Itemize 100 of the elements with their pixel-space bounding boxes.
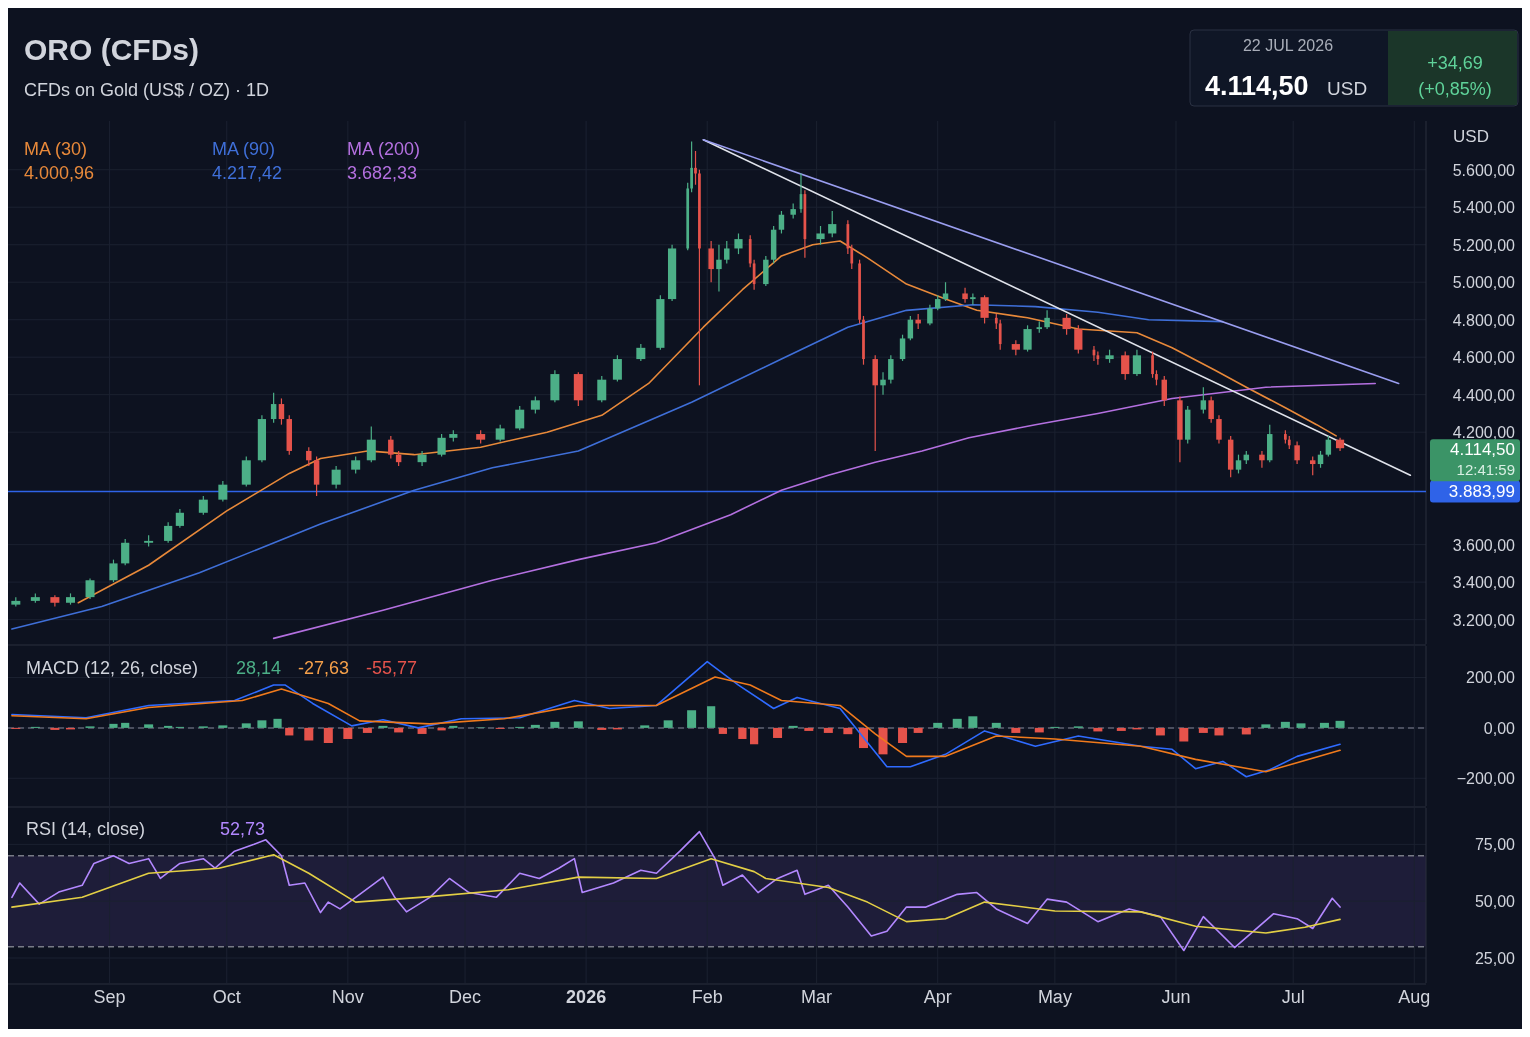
- x-tick-label: 2026: [566, 987, 607, 1007]
- line-series: [272, 382, 1377, 640]
- bar: [449, 725, 458, 728]
- bar: [718, 727, 727, 734]
- annotation: -27,63: [298, 658, 350, 678]
- bar: [788, 725, 798, 728]
- text: MA (200): [347, 139, 421, 159]
- annotation: 3.682,33: [347, 163, 418, 183]
- bar: [144, 724, 154, 728]
- x-tick-label: Jul: [1281, 987, 1305, 1007]
- bar: [530, 724, 540, 728]
- y-tick-label: 3.600,00: [1452, 536, 1516, 554]
- bar: [378, 725, 388, 728]
- y-tick-label: 3.200,00: [1452, 611, 1516, 629]
- y-tick-label: 200,00: [1466, 669, 1516, 687]
- candlestick: [1309, 455, 1316, 476]
- text: RSI (14, close): [26, 819, 146, 839]
- bar: [273, 718, 282, 728]
- candlestick: [708, 240, 714, 283]
- candlestick: [1062, 313, 1071, 336]
- text: USD: [1327, 78, 1368, 99]
- bar: [750, 727, 759, 745]
- bar: [738, 727, 747, 739]
- x-tick-label: Oct: [212, 987, 241, 1007]
- bar: [1241, 727, 1251, 735]
- bar: [1116, 727, 1126, 731]
- candlestick: [1325, 435, 1332, 458]
- y-tick-label: −200,00: [1456, 770, 1516, 788]
- text: MA (90): [212, 139, 276, 159]
- line-series: [11, 660, 1341, 778]
- bar: [218, 725, 228, 728]
- annotation: 4.217,42: [212, 163, 283, 183]
- candlestick: [778, 210, 785, 235]
- candlestick: [888, 354, 894, 385]
- candlestick: [1044, 309, 1050, 330]
- bar: [323, 727, 333, 744]
- candlestick: [724, 240, 730, 265]
- bar: [1011, 727, 1021, 733]
- candlestick: [734, 232, 743, 255]
- bar: [1155, 727, 1165, 736]
- candlestick: [962, 287, 968, 304]
- y-tick-label: 4.400,00: [1452, 386, 1516, 404]
- candlestick: [1200, 386, 1207, 415]
- x-tick-label: Mar: [801, 987, 833, 1007]
- bar: [843, 727, 853, 735]
- x-tick-label: Feb: [691, 987, 723, 1007]
- line-series: [11, 676, 1341, 773]
- candlestick: [1121, 350, 1130, 381]
- candlestick: [1074, 324, 1083, 355]
- bar: [1319, 722, 1329, 728]
- candlestick: [437, 433, 446, 458]
- bar: [241, 723, 251, 728]
- annotation: 52,73: [220, 819, 266, 839]
- chart-subtitle: CFDs on Gold (US$ / OZ) · 1D: [24, 80, 270, 100]
- y-tick-label: 5.400,00: [1452, 199, 1516, 217]
- text: MACD (12, 26, close): [26, 658, 199, 678]
- bar: [1198, 727, 1208, 733]
- line-series: [77, 240, 1337, 604]
- x-tick-label: Dec: [449, 987, 482, 1007]
- y-tick-label: 75,00: [1474, 836, 1516, 854]
- bar: [878, 727, 888, 755]
- bar: [1280, 721, 1290, 728]
- x-tick-label: Apr: [923, 987, 952, 1007]
- bar: [1261, 724, 1271, 728]
- candlestick: [980, 294, 989, 325]
- candlestick: [1023, 324, 1032, 353]
- bar: [597, 727, 607, 730]
- bar: [573, 721, 583, 728]
- y-tick-label: 5.000,00: [1452, 274, 1516, 292]
- candlestick: [1216, 414, 1222, 445]
- bar: [550, 721, 560, 728]
- annotation: 28,14: [236, 658, 282, 678]
- bar: [773, 727, 783, 738]
- y-tick-label: 4.800,00: [1452, 311, 1516, 329]
- candlestick: [942, 281, 949, 302]
- bar: [1179, 727, 1189, 742]
- bar: [898, 727, 908, 744]
- bar: [109, 723, 118, 728]
- candlestick: [816, 225, 825, 246]
- text: 4.114,50: [1450, 440, 1515, 460]
- candlestick: [175, 508, 184, 529]
- x-tick-label: Sep: [93, 987, 126, 1007]
- candlestick: [388, 435, 394, 460]
- text: (+0,85%): [1418, 79, 1492, 99]
- candlestick: [306, 446, 312, 467]
- text: 4.114,50: [1205, 71, 1309, 101]
- candlestick: [270, 392, 277, 424]
- text: 22 JUL 2026: [1242, 37, 1334, 54]
- bar: [304, 727, 314, 741]
- y-axis-title: USD: [1453, 127, 1489, 146]
- y-tick-label: 4.200,00: [1452, 424, 1516, 442]
- chart-title: ORO (CFDs): [24, 33, 199, 66]
- candlestick: [716, 244, 722, 293]
- x-tick-label: Jun: [1161, 987, 1191, 1007]
- bar: [952, 718, 962, 728]
- y-tick-label: 3.400,00: [1452, 574, 1516, 592]
- candlestick: [164, 521, 173, 544]
- bar: [933, 722, 943, 728]
- bar: [417, 727, 427, 734]
- candlestick: [121, 538, 130, 566]
